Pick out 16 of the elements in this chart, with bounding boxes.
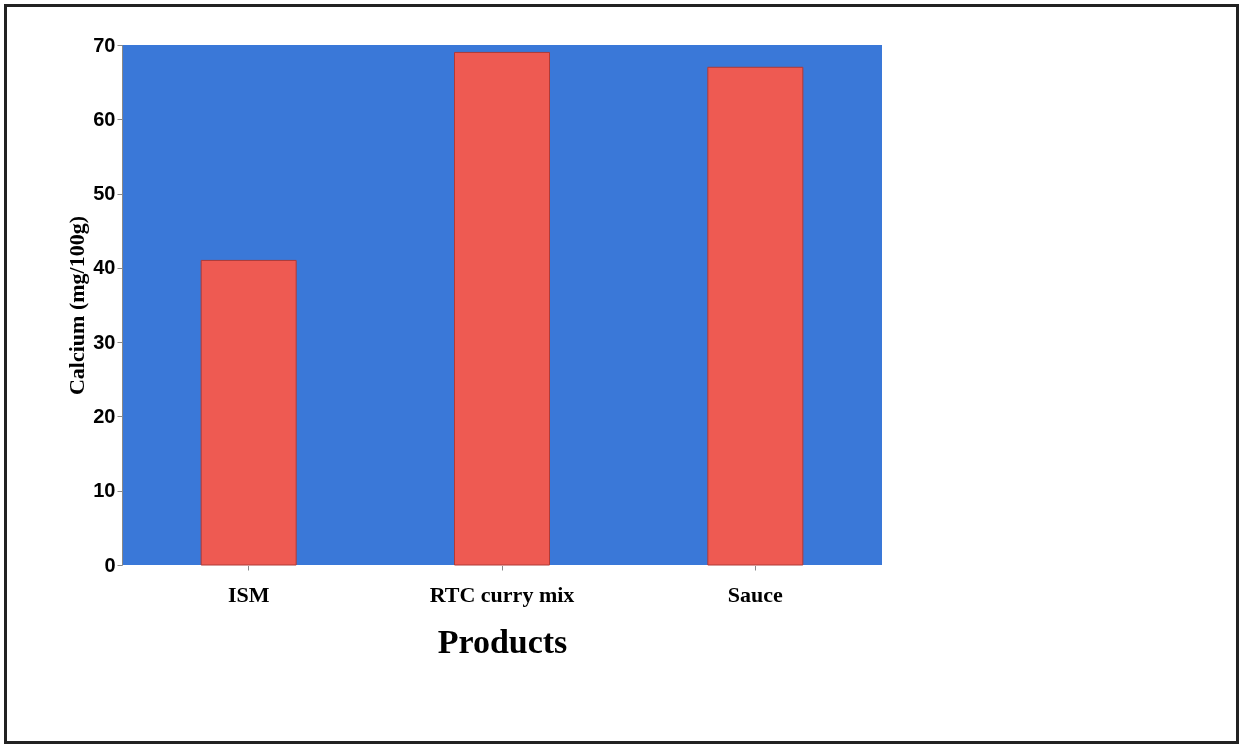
y-tick-label: 60 [93,107,116,130]
x-tick-label: RTC curry mix [429,581,575,607]
y-tick-label: 40 [93,256,116,279]
x-axis-title: Products [437,622,568,660]
y-tick-label: 0 [104,553,116,576]
y-tick-label: 30 [93,330,116,353]
x-tick-label: Sauce [727,581,784,607]
y-tick-label: 50 [93,182,116,205]
bar [200,259,297,566]
x-tick-label: ISM [227,581,270,607]
y-axis-title: Calcium (mg/100g) [64,215,90,396]
y-tick-label: 20 [93,404,116,427]
y-tick-label: 70 [93,33,116,56]
bar [707,66,804,566]
bar [454,51,550,566]
y-tick-label: 10 [93,479,116,502]
